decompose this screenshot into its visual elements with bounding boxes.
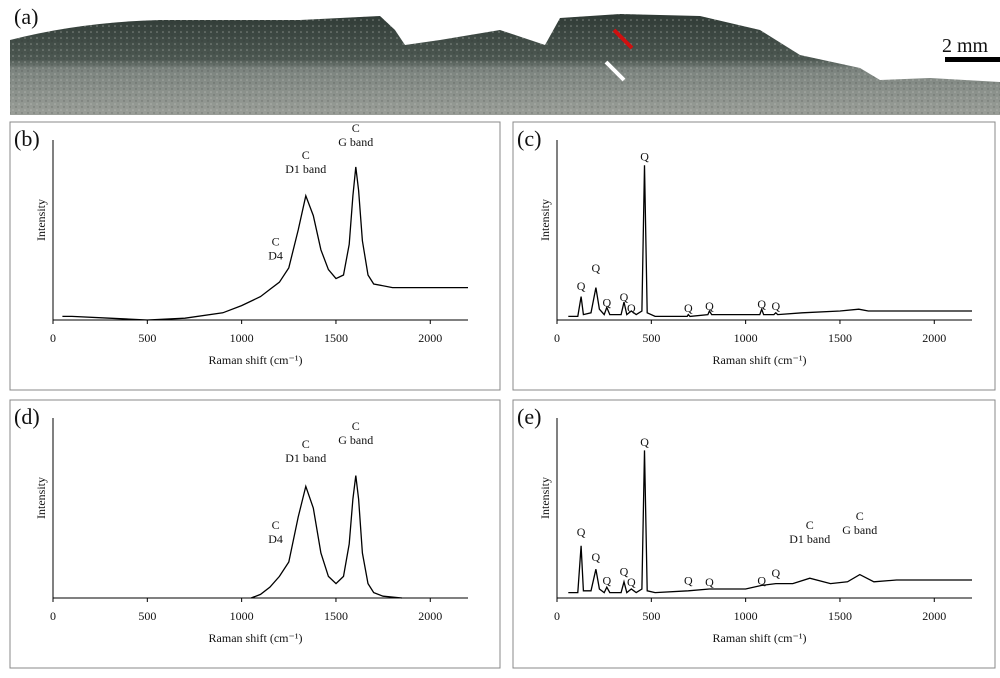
x-axis-label: Raman shift (cm⁻¹) xyxy=(209,353,303,367)
peak-annotation: Q xyxy=(757,573,766,587)
peak-annotation: Q xyxy=(757,297,766,311)
peak-annotation: D1 band xyxy=(285,451,326,465)
white-arrow xyxy=(604,60,626,82)
x-tick-label: 500 xyxy=(642,331,660,345)
panel-label: (d) xyxy=(14,404,40,429)
x-tick-label: 500 xyxy=(642,609,660,623)
x-tick-label: 2000 xyxy=(922,609,946,623)
spectrum-line xyxy=(62,166,468,321)
x-tick-label: 0 xyxy=(50,331,56,345)
scale-bar xyxy=(945,57,1000,62)
peak-annotation: Q xyxy=(620,564,629,578)
x-tick-label: 1500 xyxy=(828,609,852,623)
peak-annotation: C xyxy=(302,148,310,162)
x-tick-label: 2000 xyxy=(922,331,946,345)
charts: (b) 0 500 1000 1500 2000 Raman shift (cm⁻¹) Int… xyxy=(9,121,996,669)
peak-annotation: C xyxy=(302,437,310,451)
peak-annotation: C xyxy=(806,518,814,532)
spectrum-line xyxy=(568,165,972,318)
x-tick-label: 1500 xyxy=(828,331,852,345)
peak-annotation: Q xyxy=(771,566,780,580)
peak-annotation: Q xyxy=(602,573,611,587)
peak-annotation: G band xyxy=(338,433,373,447)
peak-annotation: Q xyxy=(577,279,586,293)
spectrum-line xyxy=(250,475,403,599)
peak-annotation: D1 band xyxy=(285,162,326,176)
x-tick-label: 1000 xyxy=(734,609,758,623)
y-axis-label: Intensity xyxy=(34,477,48,519)
photo-panel: (a) 2 mm xyxy=(10,4,1000,115)
scale-bar-label: 2 mm xyxy=(942,35,989,57)
peak-annotation: G band xyxy=(842,523,877,537)
x-tick-label: 1000 xyxy=(734,331,758,345)
x-tick-label: 0 xyxy=(554,331,560,345)
x-tick-label: 1500 xyxy=(324,331,348,345)
red-arrow xyxy=(612,28,634,50)
peak-annotation: Q xyxy=(771,299,780,313)
y-axis-label: Intensity xyxy=(538,199,552,241)
peak-annotation: C xyxy=(352,121,360,135)
peak-annotation: Q xyxy=(627,575,636,589)
panel-frame xyxy=(9,121,501,391)
panel-frame xyxy=(512,399,996,669)
peak-annotation: Q xyxy=(577,525,586,539)
x-tick-label: 0 xyxy=(554,609,560,623)
peak-annotation: Q xyxy=(705,575,714,589)
x-tick-label: 500 xyxy=(138,331,156,345)
peak-annotation: Q xyxy=(602,295,611,309)
peak-annotation: D1 band xyxy=(789,532,830,546)
peak-annotation: D4 xyxy=(268,532,283,546)
peak-annotation: D4 xyxy=(268,249,283,263)
peak-annotation: Q xyxy=(620,290,629,304)
peak-annotation: Q xyxy=(592,261,601,275)
peak-annotation: Q xyxy=(684,301,693,315)
peak-annotation: Q xyxy=(705,299,714,313)
panel-label: (e) xyxy=(517,404,541,429)
x-tick-label: 2000 xyxy=(418,331,442,345)
panel-label: (a) xyxy=(14,4,38,29)
x-tick-label: 1000 xyxy=(230,609,254,623)
peak-annotation: C xyxy=(352,419,360,433)
peak-annotation: G band xyxy=(338,135,373,149)
peak-annotation: C xyxy=(272,518,280,532)
peak-annotation: Q xyxy=(627,301,636,315)
x-tick-label: 1500 xyxy=(324,609,348,623)
panel-frame xyxy=(512,121,996,391)
rock-texture xyxy=(10,14,1000,115)
spectrum-line xyxy=(568,450,972,594)
x-tick-label: 0 xyxy=(50,609,56,623)
panel-label: (b) xyxy=(14,126,40,151)
x-axis-label: Raman shift (cm⁻¹) xyxy=(209,631,303,645)
x-tick-label: 2000 xyxy=(418,609,442,623)
y-axis-label: Intensity xyxy=(34,199,48,241)
x-axis-label: Raman shift (cm⁻¹) xyxy=(713,631,807,645)
peak-annotation: Q xyxy=(640,150,649,164)
x-tick-label: 500 xyxy=(138,609,156,623)
peak-annotation: C xyxy=(856,509,864,523)
x-tick-label: 1000 xyxy=(230,331,254,345)
peak-annotation: Q xyxy=(640,435,649,449)
x-axis-label: Raman shift (cm⁻¹) xyxy=(713,353,807,367)
panel-label: (c) xyxy=(517,126,541,151)
peak-annotation: C xyxy=(272,235,280,249)
panel-frame xyxy=(9,399,501,669)
peak-annotation: Q xyxy=(592,550,601,564)
y-axis-label: Intensity xyxy=(538,477,552,519)
peak-annotation: Q xyxy=(684,573,693,587)
